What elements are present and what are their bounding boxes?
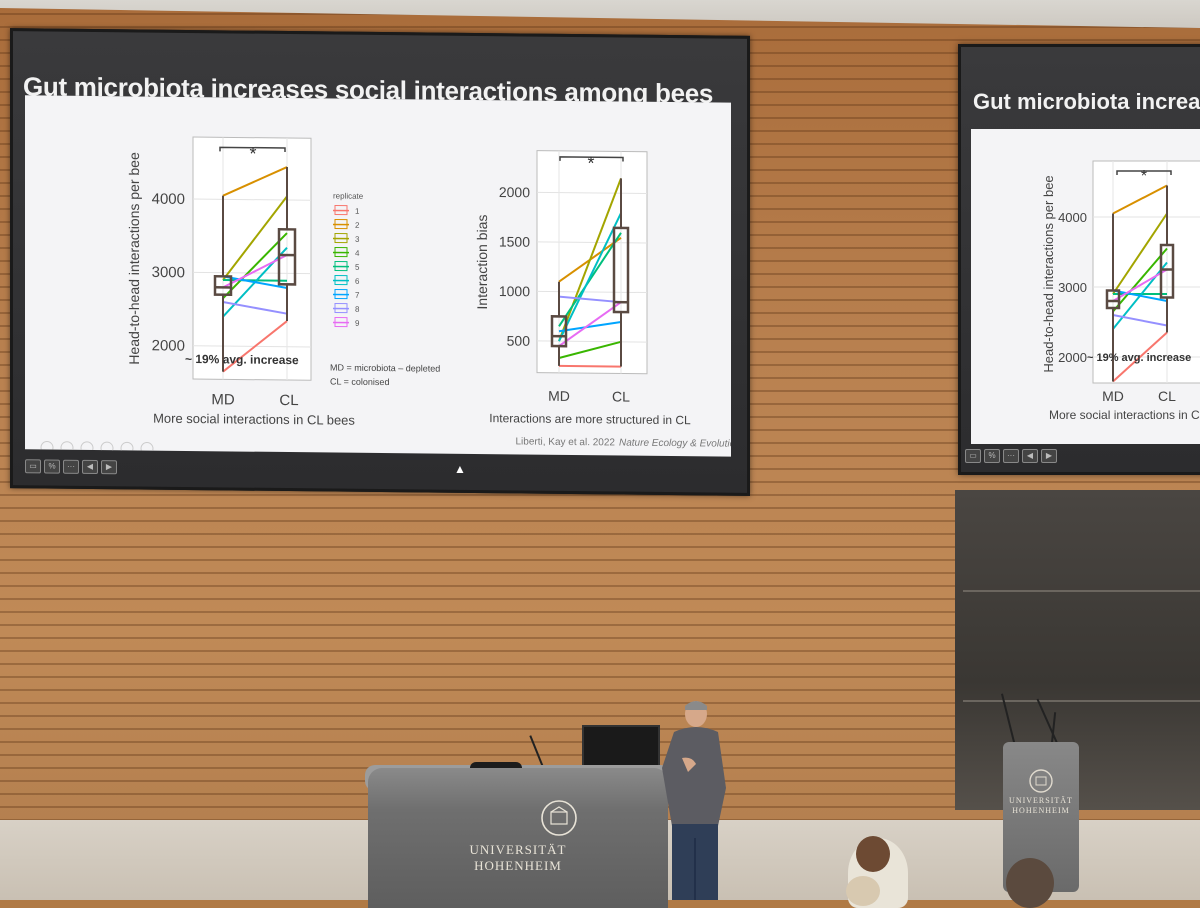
left-plot-frame <box>193 137 311 380</box>
left-avg-increase-note: ~ 19% avg. increase <box>185 352 299 367</box>
y-tick-label: 1500 <box>499 233 530 249</box>
percent-icon[interactable]: % <box>44 459 60 473</box>
legend-label: 5 <box>355 263 360 272</box>
right-y-label: Interaction bias <box>474 215 490 310</box>
right-xtick-md: MD <box>548 388 570 404</box>
side-lectern-text-1: UNIVERSITÄT <box>1003 796 1079 805</box>
y-tick-label: 3000 <box>152 264 185 281</box>
secondary-slide-title: Gut microbiota increas <box>973 89 1200 115</box>
secondary-figure-panel: * 4000 3000 2000 MD CL More social interac… <box>971 129 1200 444</box>
secondary-x-caption: More social interactions in CL b <box>1049 408 1200 422</box>
secondary-y-ticks: 4000 3000 2000 <box>1058 210 1087 365</box>
secondary-next-arrow-icon[interactable]: ▶ <box>1041 449 1057 463</box>
audience-member-head <box>1006 858 1054 908</box>
figure-panel: * 4000 3000 2000 MD CL More social interac… <box>25 95 731 456</box>
y-tick-label: 2000 <box>499 184 530 200</box>
left-y-label: Head-to-head interactions per bee <box>126 152 142 365</box>
mouse-cursor-icon: ▲ <box>454 462 466 476</box>
y-tick-label: 2000 <box>1058 350 1087 365</box>
audience-member-head <box>856 836 890 872</box>
secondary-percent-icon[interactable]: % <box>984 449 1000 463</box>
speaker-person <box>652 698 728 900</box>
citation-journal: Nature Ecology & Evolution <box>619 438 731 450</box>
legend-label: 4 <box>355 249 360 258</box>
legend-label: 2 <box>355 221 360 230</box>
legend-note-cl: CL = colonised <box>330 376 389 387</box>
y-tick-label: 4000 <box>1058 210 1087 225</box>
prev-arrow-icon[interactable]: ◀ <box>82 460 98 474</box>
audience-member-head <box>846 876 880 906</box>
main-podium: UNIVERSITÄT HOHENHEIM <box>368 768 668 908</box>
secondary-significance-star: * <box>1141 168 1147 185</box>
secondary-screen-icon[interactable]: ▭ <box>965 449 981 463</box>
secondary-projection-screen: Gut microbiota increas * 4000 3000 2000 MD… <box>958 44 1200 475</box>
left-x-caption: More social interactions in CL bees <box>153 411 355 428</box>
main-projection-screen: Gut microbiota increases social interact… <box>10 28 750 496</box>
secondary-y-label: Head-to-head interactions per bee <box>1041 175 1056 372</box>
secondary-avg-increase-note: ~ 19% avg. increase <box>1087 352 1191 364</box>
dots-icon[interactable]: ··· <box>63 460 79 474</box>
left-significance-star: * <box>249 144 256 164</box>
legend-label: 7 <box>355 291 360 300</box>
presenter-toolbar[interactable]: ▭ % ··· ◀ ▶ <box>25 459 117 474</box>
legend-title: replicate <box>333 192 364 201</box>
legend-note-md: MD = microbiota – depleted <box>330 362 440 373</box>
university-seal-icon <box>539 798 579 838</box>
secondary-dots-icon[interactable]: ··· <box>1003 449 1019 463</box>
figure-svg: * 4000 3000 2000 MD CL More social interac… <box>25 95 731 456</box>
screen-icon[interactable]: ▭ <box>25 459 41 473</box>
right-significance-star: * <box>587 153 594 173</box>
university-seal-icon <box>1028 768 1054 794</box>
right-plot-frame <box>537 151 647 374</box>
secondary-presenter-toolbar[interactable]: ▭ % ··· ◀ ▶ <box>965 449 1057 463</box>
y-tick-label: 1000 <box>499 283 530 299</box>
legend: 1 2 3 4 5 6 7 8 9 <box>333 206 360 328</box>
right-x-caption: Interactions are more structured in CL <box>489 411 691 427</box>
y-tick-label: 500 <box>507 333 531 349</box>
legend-label: 1 <box>355 207 360 216</box>
y-tick-label: 4000 <box>152 191 185 208</box>
side-lectern-text-2: HOHENHEIM <box>1003 806 1079 815</box>
replicate-line-5 <box>223 280 287 281</box>
replicate-line-1 <box>559 366 621 367</box>
next-arrow-icon[interactable]: ▶ <box>101 460 117 474</box>
legend-label: 9 <box>355 319 360 328</box>
right-y-ticks: 2000 1500 1000 500 <box>499 184 530 349</box>
legend-label: 6 <box>355 277 360 286</box>
secondary-xtick-cl: CL <box>1158 388 1176 404</box>
legend-label: 8 <box>355 305 360 314</box>
secondary-figure-svg: * 4000 3000 2000 MD CL More social interac… <box>971 129 1200 444</box>
citation-authors: Liberti, Kay et al. 2022 <box>515 436 615 448</box>
secondary-prev-arrow-icon[interactable]: ◀ <box>1022 449 1038 463</box>
secondary-xtick-md: MD <box>1102 388 1124 404</box>
podium-text-2: HOHENHEIM <box>368 858 668 874</box>
left-xtick-cl: CL <box>279 392 298 409</box>
left-xtick-md: MD <box>211 391 234 408</box>
y-tick-label: 2000 <box>152 337 185 354</box>
legend-label: 3 <box>355 235 360 244</box>
right-xtick-cl: CL <box>612 388 630 404</box>
y-tick-label: 3000 <box>1058 280 1087 295</box>
podium-text-1: UNIVERSITÄT <box>368 842 668 858</box>
left-y-ticks: 4000 3000 2000 <box>152 191 185 355</box>
